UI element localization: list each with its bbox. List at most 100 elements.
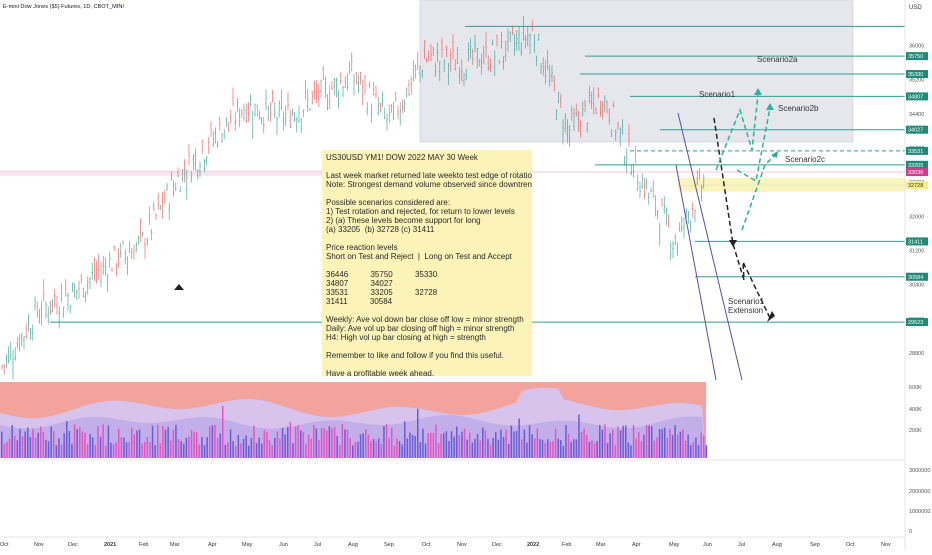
volume-bar bbox=[495, 432, 497, 458]
volume-bar bbox=[196, 432, 198, 458]
candle bbox=[645, 178, 648, 190]
volume-bar bbox=[336, 435, 338, 458]
volume-bar bbox=[172, 429, 175, 458]
time-tick: Oct bbox=[0, 542, 9, 548]
candle bbox=[249, 94, 252, 107]
volume-bar bbox=[227, 442, 229, 458]
currency-label[interactable]: USD bbox=[909, 5, 922, 11]
scenario1-extension-label: Scenario1 bbox=[728, 297, 765, 306]
volume-bar bbox=[398, 441, 401, 458]
price-level-label[interactable]: 34807 bbox=[906, 92, 928, 101]
candle bbox=[577, 110, 580, 132]
volume-bar bbox=[370, 441, 372, 458]
volume-bar bbox=[263, 430, 266, 458]
trend-line-upper[interactable] bbox=[677, 112, 743, 381]
highlight-band bbox=[678, 177, 905, 192]
candle bbox=[359, 71, 362, 85]
candle bbox=[681, 216, 683, 233]
volume-bar bbox=[16, 440, 19, 458]
analysis-note[interactable]: US30USD YM1! DOW 2022 MAY 30 Week Last w… bbox=[322, 150, 532, 376]
volume-bar bbox=[79, 427, 81, 458]
candle bbox=[443, 59, 445, 73]
candle bbox=[447, 62, 450, 86]
price-tick: 34400 bbox=[909, 112, 924, 118]
volume-bar bbox=[167, 426, 169, 458]
volume-bar bbox=[32, 428, 34, 458]
trend-line-lower[interactable] bbox=[675, 164, 717, 381]
candle bbox=[71, 282, 74, 293]
price-level-label[interactable]: 35750 bbox=[906, 52, 928, 61]
rotation-zone bbox=[419, 0, 854, 143]
price-level-label[interactable]: 29523 bbox=[906, 318, 928, 327]
scenario2b-label: Scenario2b bbox=[778, 104, 819, 113]
volume-bar bbox=[3, 443, 6, 458]
candle bbox=[564, 112, 566, 133]
volume-bar bbox=[136, 430, 138, 458]
price-level-label[interactable]: 30584 bbox=[906, 272, 928, 281]
volume-bar bbox=[211, 425, 214, 458]
candle bbox=[58, 306, 60, 329]
volume-bar bbox=[190, 430, 193, 458]
volume-bar bbox=[89, 434, 91, 458]
candle bbox=[67, 292, 69, 311]
scenario1-label: Scenario1 bbox=[699, 90, 736, 99]
volume-bar bbox=[625, 425, 627, 458]
price-level-label[interactable]: 32728 bbox=[906, 181, 928, 190]
candle bbox=[199, 161, 201, 178]
time-tick: Jul bbox=[314, 542, 321, 548]
candle bbox=[293, 112, 296, 122]
candle bbox=[14, 347, 16, 361]
volume-bar bbox=[123, 437, 125, 458]
candle bbox=[315, 80, 318, 103]
volume-bar bbox=[328, 426, 331, 458]
price-level-value: 30584 bbox=[908, 275, 923, 281]
volume-bar bbox=[45, 439, 47, 458]
candle bbox=[324, 76, 327, 99]
volume-bar bbox=[157, 424, 159, 458]
candle bbox=[588, 85, 591, 104]
candle bbox=[27, 314, 30, 332]
candle bbox=[355, 71, 357, 85]
candle bbox=[694, 209, 696, 223]
price-level-label[interactable]: 35330 bbox=[906, 70, 928, 79]
time-tick: Dec bbox=[68, 542, 78, 548]
candle bbox=[139, 218, 142, 242]
price-tick: 36000 bbox=[909, 43, 924, 49]
candle bbox=[102, 256, 104, 275]
volume-bar bbox=[489, 444, 492, 458]
candle bbox=[571, 105, 573, 121]
candle bbox=[51, 299, 54, 313]
note-line bbox=[326, 306, 528, 315]
candle bbox=[643, 177, 646, 200]
price-level-label[interactable]: 33531 bbox=[906, 146, 928, 155]
candle bbox=[161, 191, 164, 219]
volume-bar bbox=[362, 433, 364, 458]
volume-bar bbox=[461, 431, 463, 458]
candle bbox=[104, 257, 107, 276]
scenario2a-path[interactable] bbox=[715, 94, 759, 171]
candle bbox=[540, 63, 542, 74]
candle bbox=[650, 187, 652, 193]
scenario2c-path[interactable] bbox=[741, 153, 777, 231]
candle bbox=[637, 174, 639, 191]
candle bbox=[542, 57, 544, 77]
candle bbox=[276, 116, 278, 135]
candle bbox=[610, 129, 613, 137]
scenario1-path[interactable] bbox=[713, 117, 771, 319]
price-level-label[interactable]: 34027 bbox=[906, 125, 928, 134]
price-level-label[interactable]: 31411 bbox=[906, 237, 928, 246]
price-level-label[interactable]: 33205 bbox=[906, 160, 928, 169]
candle bbox=[221, 132, 223, 143]
candle bbox=[546, 50, 549, 71]
candle bbox=[175, 182, 177, 192]
symbol-title[interactable]: E-mini Dow Jones ($5) Futures, 1D, CBOT_… bbox=[3, 4, 124, 10]
volume-bar bbox=[674, 425, 676, 458]
volume-bar bbox=[222, 406, 224, 458]
volume-bar bbox=[279, 438, 281, 458]
volume-bar bbox=[531, 434, 533, 458]
price-level-label[interactable]: 33036 bbox=[906, 168, 928, 177]
candle bbox=[49, 300, 52, 315]
note-line: Price reaction levels bbox=[326, 243, 398, 252]
volume-bar bbox=[326, 430, 328, 458]
